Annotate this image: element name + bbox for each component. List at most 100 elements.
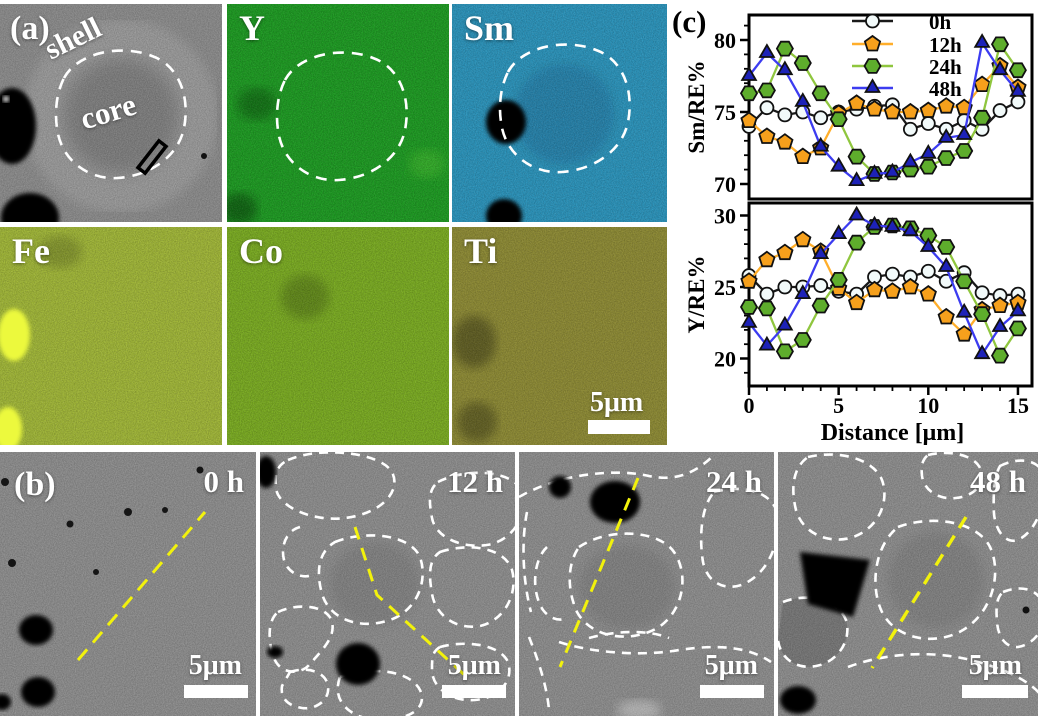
sem-frame-12h: 12 h 5μm [260,452,515,716]
svg-text:10: 10 [917,393,939,418]
scale-bar [184,685,248,698]
scale-bar [588,420,650,434]
sem-annotations [0,4,222,222]
time-label-0h: 0 h [203,464,245,499]
svg-text:48h: 48h [929,77,962,101]
pore [0,88,36,164]
pore [0,694,11,710]
svg-text:75: 75 [714,100,736,125]
pore [336,643,380,685]
svg-text:15: 15 [1007,393,1029,418]
noise-light [0,4,222,222]
pore [1,478,9,486]
noise-light [227,4,449,222]
pore [780,686,816,714]
pore [8,559,16,567]
bright-smudge [617,700,661,716]
pore [162,507,168,513]
svg-text:24h: 24h [929,55,962,79]
svg-text:12h: 12h [929,33,962,57]
time-label-12h: 12 h [447,464,503,499]
scale-bar-label: 5μm [590,387,644,418]
sem-frame-12h-annotations [260,452,515,716]
svg-text:25: 25 [714,275,736,300]
bright-fe-blob [0,407,22,445]
pore [590,481,640,523]
scale-bar [442,685,506,698]
pore [124,508,132,516]
pore [549,476,571,498]
eds-map-ti-annotations [452,227,667,445]
pore [66,520,74,528]
scale-bar-label: 5μm [704,650,758,681]
panel-b-label: (b) [14,466,56,503]
grain-shade [778,597,848,667]
svg-text:5: 5 [833,393,844,418]
pore [800,552,870,617]
line-scan-path [76,511,207,661]
panel-c-label: (c) [672,4,707,39]
grain-shade [888,532,984,628]
sem-frame-0h: (b) 0 h 5μm [0,452,256,716]
scale-bar [962,685,1028,698]
svg-text:Sm/RE%: Sm/RE% [684,60,709,153]
svg-text:20: 20 [714,347,736,372]
svg-text:70: 70 [714,172,736,197]
pore [1022,606,1030,614]
map-label-co: Co [239,231,283,271]
pore [201,153,207,159]
pore [486,100,526,144]
line-scan-marker-rect [135,138,169,176]
svg-text:Y/RE%: Y/RE% [684,256,709,334]
scale-bar-label: 5μm [968,650,1022,681]
svg-text:0h: 0h [929,10,952,34]
time-label-24h: 24 h [706,464,762,499]
grain-boundaries [519,453,774,711]
eds-map-sm-annotations [452,4,667,222]
noise-light [0,227,222,445]
grain-shade [330,542,420,626]
sem-frame-24h-annotations [519,452,774,716]
sem-image-core-shell: (a) shell core [0,4,222,222]
pore [21,677,55,707]
map-label-sm: Sm [464,8,515,48]
line-scan-path [353,526,472,682]
pore [196,466,204,474]
eds-map-fe: Fe [0,227,222,445]
noise-light [0,452,256,716]
eds-map-sm: Sm [452,4,667,222]
sem-frame-48h: 48 h 5μm [778,452,1038,716]
eds-map-co: Co [227,227,449,445]
scale-bar-label: 5μm [188,650,242,681]
sem-frame-0h-annotations [0,452,256,716]
pore [486,199,522,222]
map-label-y: Y [239,8,265,48]
eds-map-ti: Ti 5μm [452,227,667,445]
pore [1,193,59,222]
scale-bar [700,685,764,698]
svg-text:Distance [μm]: Distance [μm] [821,420,965,446]
bright-spot [3,96,9,102]
svg-text:80: 80 [714,28,736,53]
map-label-ti: Ti [464,231,498,271]
panel-a-label: (a) [10,10,50,47]
pore [267,646,283,658]
bright-fe-blob [0,309,30,361]
eds-map-co-annotations [227,227,449,445]
grain-boundaries [268,452,515,716]
scale-bar-label: 5μm [447,650,501,681]
pore [19,615,53,645]
noise-light [227,227,449,445]
eds-map-y: Y [227,4,449,222]
time-label-48h: 48 h [970,464,1026,499]
sem-frame-24h: 24 h 5μm [519,452,774,716]
sem-frame-48h-annotations [778,452,1038,716]
pore [260,456,276,488]
eds-map-y-annotations [227,4,449,222]
line-scan-path [870,516,968,669]
pore [93,569,99,575]
svg-text:30: 30 [714,204,736,229]
line-scan-path [558,477,640,668]
